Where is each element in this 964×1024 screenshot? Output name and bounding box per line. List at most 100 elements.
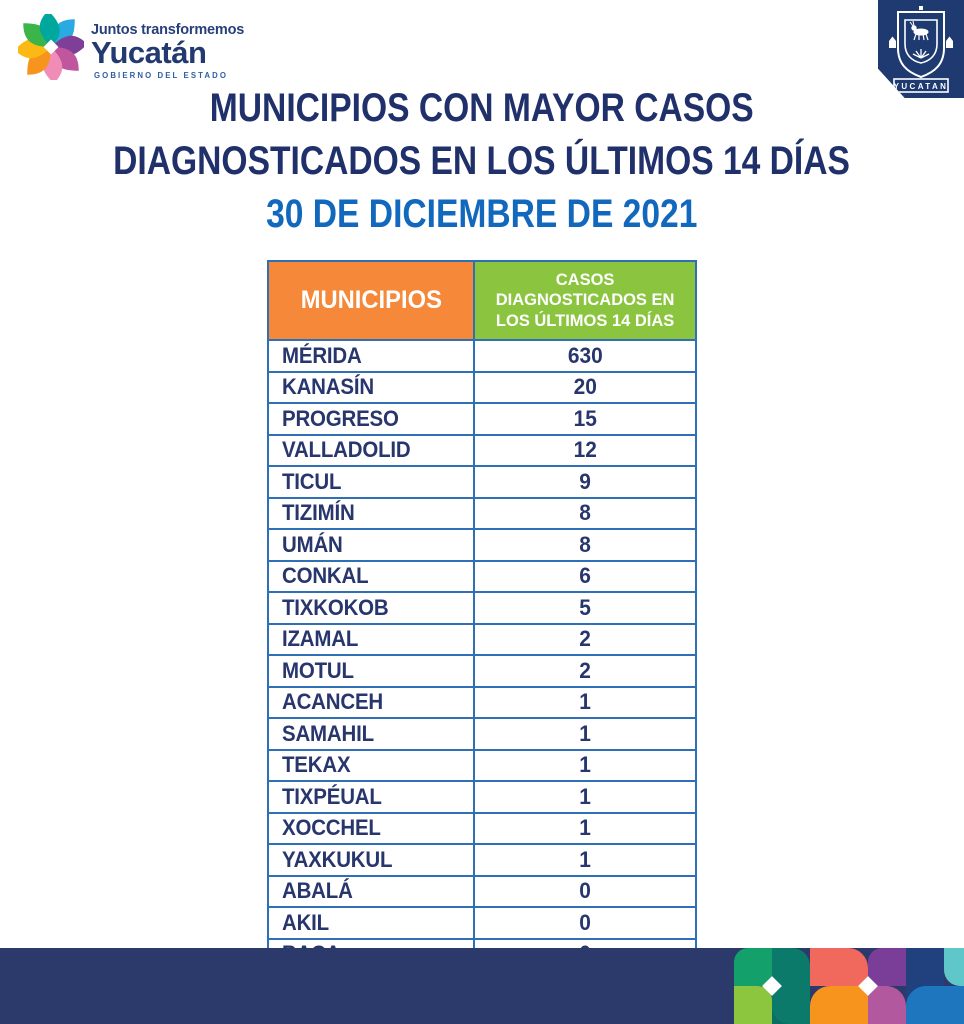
municipality-cell: KANASÍN <box>269 373 473 403</box>
municipality-label: MOTUL <box>282 657 354 683</box>
government-logo: Juntos transformemos Yucatán GOBIERNO DE… <box>18 14 244 80</box>
logo-subtitle: GOBIERNO DEL ESTADO <box>94 71 229 80</box>
title-line-1: MUNICIPIOS CON MAYOR CASOS <box>210 86 754 130</box>
cases-cell: 8 <box>473 530 695 560</box>
municipality-label: AKIL <box>282 909 329 935</box>
municipality-cell: UMÁN <box>269 530 473 560</box>
cases-value: 8 <box>579 500 591 526</box>
municipality-cell: TICUL <box>269 467 473 497</box>
cases-cell: 20 <box>473 372 695 402</box>
table-row: YAXKUKUL 1 <box>269 843 695 875</box>
municipality-cell: TIZIMÍN <box>269 499 473 529</box>
municipality-label: PROGRESO <box>282 405 399 431</box>
municipality-label: TIZIMÍN <box>282 500 355 526</box>
table-row: TIXKOKOB 5 <box>269 591 695 623</box>
title-date: 30 DE DICIEMBRE DE 2021 <box>266 192 698 236</box>
page-title: MUNICIPIOS CON MAYOR CASOS DIAGNOSTICADO… <box>0 0 964 245</box>
footer-mosaic-icon <box>734 948 964 1024</box>
table-body: MÉRIDA 630 KANASÍN 20 PROGRESO 15 VALLAD… <box>269 339 695 969</box>
table-row: ABALÁ 0 <box>269 874 695 907</box>
municipality-label: XOCCHEL <box>282 815 381 841</box>
cases-cell: 1 <box>473 750 695 780</box>
municipality-cell: CONKAL <box>269 562 473 592</box>
table-row: TIXPÉUAL 1 <box>269 780 695 812</box>
municipality-cell: ACANCEH <box>269 688 473 718</box>
state-crest: YUCATAN <box>878 0 964 98</box>
municipality-label: TICUL <box>282 468 342 494</box>
table-row: MÉRIDA 630 <box>269 339 695 371</box>
title-line-2: DIAGNOSTICADOS EN LOS ÚLTIMOS 14 DÍAS <box>113 139 851 183</box>
table-row: TICUL 9 <box>269 465 695 497</box>
municipality-cell: XOCCHEL <box>269 814 473 844</box>
municipality-cell: TIXPÉUAL <box>269 782 473 812</box>
table-header-row: MUNICIPIOS CASOS DIAGNOSTICADOS EN LOS Ú… <box>269 262 695 339</box>
municipality-cell: MOTUL <box>269 656 473 686</box>
cases-value: 1 <box>579 783 591 809</box>
municipality-label: KANASÍN <box>282 374 374 400</box>
municipality-label: MÉRIDA <box>282 342 362 368</box>
cases-cell: 5 <box>473 593 695 623</box>
footer-bar <box>0 948 964 1024</box>
table-row: TIZIMÍN 8 <box>269 496 695 529</box>
cases-value: 8 <box>579 531 591 557</box>
cases-value: 630 <box>567 342 603 368</box>
municipality-cell: MÉRIDA <box>269 341 473 371</box>
municipality-label: CONKAL <box>282 563 369 589</box>
cases-cell: 0 <box>473 876 695 906</box>
municipios-header-cell: MUNICIPIOS <box>269 262 473 339</box>
cases-cell: 8 <box>473 498 695 528</box>
cases-cell: 1 <box>473 845 695 875</box>
municipality-label: ACANCEH <box>282 689 384 715</box>
cases-cell: 1 <box>473 782 695 812</box>
table-row: XOCCHEL 1 <box>269 811 695 844</box>
table-row: SAMAHIL 1 <box>269 717 695 749</box>
municipality-cell: ABALÁ <box>269 877 473 907</box>
cases-value: 0 <box>579 909 591 935</box>
cases-value: 1 <box>579 752 591 778</box>
cases-cell: 12 <box>473 435 695 465</box>
municipality-cell: IZAMAL <box>269 625 473 655</box>
cases-cell: 630 <box>473 341 695 371</box>
cases-cell: 6 <box>473 561 695 591</box>
cases-value: 1 <box>579 815 591 841</box>
cases-value: 0 <box>579 878 591 904</box>
municipality-cell: AKIL <box>269 908 473 938</box>
cases-value: 20 <box>573 374 597 400</box>
table-row: VALLADOLID 12 <box>269 433 695 465</box>
municipality-label: TEKAX <box>282 752 351 778</box>
cases-cell: 2 <box>473 656 695 686</box>
casos-header-label: CASOS DIAGNOSTICADOS EN LOS ÚLTIMOS 14 D… <box>495 269 675 330</box>
table-row: TEKAX 1 <box>269 748 695 781</box>
cases-value: 6 <box>579 563 591 589</box>
cases-value: 1 <box>579 846 591 872</box>
municipality-label: IZAMAL <box>282 626 359 652</box>
municipality-label: ABALÁ <box>282 878 353 904</box>
municipality-label: VALLADOLID <box>282 437 411 463</box>
yucatan-pinwheel-icon <box>18 14 84 80</box>
cases-cell: 1 <box>473 687 695 717</box>
municipality-cell: TIXKOKOB <box>269 593 473 623</box>
logo-text-block: Juntos transformemos Yucatán GOBIERNO DE… <box>91 14 244 80</box>
table-row: AKIL 0 <box>269 906 695 938</box>
municipality-cell: PROGRESO <box>269 404 473 434</box>
coat-of-arms-icon: YUCATAN <box>889 6 953 93</box>
municipality-label: TIXKOKOB <box>282 594 389 620</box>
municipality-label: YAXKUKUL <box>282 846 393 872</box>
table-row: UMÁN 8 <box>269 528 695 560</box>
municipios-header-label: MUNICIPIOS <box>300 286 442 314</box>
casos-header-cell: CASOS DIAGNOSTICADOS EN LOS ÚLTIMOS 14 D… <box>473 262 695 339</box>
cases-cell: 15 <box>473 404 695 434</box>
table-row: KANASÍN 20 <box>269 370 695 403</box>
cases-value: 1 <box>579 689 591 715</box>
cases-table: MUNICIPIOS CASOS DIAGNOSTICADOS EN LOS Ú… <box>267 260 697 971</box>
cases-value: 9 <box>579 468 591 494</box>
municipality-label: TIXPÉUAL <box>282 783 382 809</box>
logo-tagline: Juntos transformemos <box>91 22 245 38</box>
municipality-label: SAMAHIL <box>282 720 374 746</box>
table-row: CONKAL 6 <box>269 559 695 592</box>
municipality-cell: TEKAX <box>269 751 473 781</box>
municipality-label: UMÁN <box>282 531 343 557</box>
municipality-cell: YAXKUKUL <box>269 845 473 875</box>
cases-value: 1 <box>579 720 591 746</box>
cases-value: 12 <box>573 437 597 463</box>
